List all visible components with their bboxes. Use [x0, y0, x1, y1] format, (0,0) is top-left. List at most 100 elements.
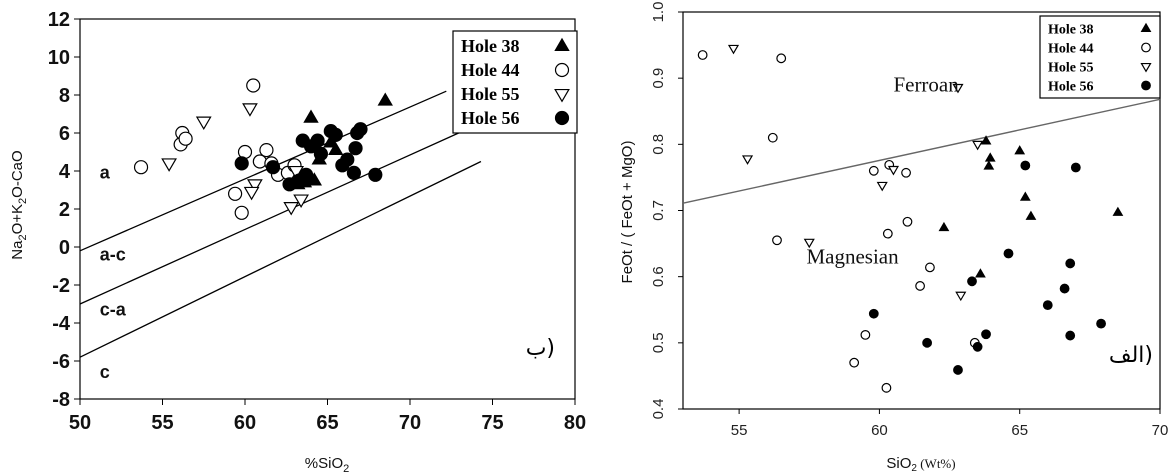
l-point-s0-6 — [328, 141, 344, 156]
l-point-s3-16 — [353, 122, 368, 137]
r-point-s1-1 — [767, 132, 778, 143]
l-field-label-3: c — [100, 362, 110, 382]
l-y-tick-label-8: 8 — [59, 85, 70, 107]
l-y-tick-label-4: 0 — [59, 237, 70, 259]
l-legend-label-2: Hole 55 — [461, 84, 520, 104]
right-data-points — [697, 44, 1124, 393]
l-legend-marker-1 — [554, 62, 570, 78]
r-point-s2-1 — [741, 155, 754, 165]
r-legend-label-3: Hole 56 — [1048, 80, 1094, 95]
r-x-tick-label-1: 60 — [871, 422, 888, 439]
l-x-tick-label-3: 65 — [316, 412, 338, 434]
r-point-s3-12 — [1070, 162, 1081, 173]
right-legend: Hole 38 Hole 44 Hole 55 Hole 56 — [1039, 15, 1161, 99]
l-legend-marker-0 — [554, 37, 570, 51]
r-legend-label-1: Hole 44 — [1048, 42, 1094, 57]
r-point-s1-12 — [915, 281, 925, 291]
l-point-s2-1 — [195, 116, 212, 131]
l-series-3 — [234, 122, 383, 192]
l-legend-marker-3 — [554, 110, 570, 126]
left-field-labels: a a-c c-a c — [100, 163, 127, 383]
l-field-label-1: a-c — [100, 244, 126, 264]
r-x-tick-label-3: 70 — [1152, 422, 1169, 439]
l-point-s3-13 — [346, 165, 361, 180]
l-x-tick-label-2: 60 — [234, 412, 256, 434]
l-point-s1-5 — [234, 205, 249, 220]
right-axis-ticks: 55 60 65 70 0.4 0.5 0.6 0.7 0.8 0.9 1.0 — [650, 2, 1168, 439]
r-series-0 — [938, 135, 1124, 278]
l-y-tick-label-5: 2 — [59, 199, 70, 221]
l-point-s1-7 — [246, 78, 261, 93]
r-point-s0-3 — [983, 160, 995, 170]
r-series-3 — [868, 160, 1106, 375]
r-legend-marker-1 — [1141, 42, 1151, 53]
r-point-s1-0 — [697, 50, 708, 60]
l-x-tick-label-5: 75 — [481, 412, 503, 434]
r-point-s0-1 — [975, 268, 986, 278]
r-y-tick-label-0: 0.4 — [650, 399, 667, 420]
r-point-s1-8 — [882, 228, 893, 239]
right-panel-label: الف) — [1109, 343, 1153, 368]
l-point-s2-2 — [242, 103, 258, 117]
left-boundary-lines — [79, 90, 482, 358]
r-point-s3-3 — [967, 276, 977, 287]
r-point-s2-0 — [727, 44, 740, 55]
l-y-tick-label-7: 6 — [59, 123, 70, 145]
r-boundary-line-0 — [682, 98, 1161, 204]
l-series-1 — [133, 78, 302, 220]
right-x-axis-label: SiO2 (Wt%) — [886, 455, 955, 474]
l-point-s3-0 — [234, 156, 249, 171]
r-legend-label-2: Hole 55 — [1048, 61, 1094, 76]
r-point-s1-13 — [925, 262, 935, 273]
l-x-tick-label-0: 50 — [69, 412, 91, 434]
l-y-tick-label-1: -6 — [52, 351, 70, 373]
l-point-s3-17 — [368, 167, 383, 182]
r-legend-marker-2 — [1140, 62, 1152, 73]
r-point-s2-7 — [972, 140, 984, 151]
left-x-axis-label: %SiO2 — [305, 455, 349, 474]
r-point-s0-8 — [1112, 206, 1124, 216]
l-legend-marker-2 — [554, 88, 570, 103]
r-point-s3-9 — [1059, 283, 1070, 294]
l-point-s1-4 — [228, 186, 243, 201]
right-chart: 55 60 65 70 0.4 0.5 0.6 0.7 0.8 0.9 1.0 Ferroan Mag… — [619, 2, 1168, 474]
r-point-s1-11 — [902, 216, 913, 227]
right-boundary-lines — [682, 98, 1161, 204]
left-ylabel-part-3: 2 — [17, 198, 29, 204]
r-y-tick-label-2: 0.6 — [650, 266, 667, 287]
l-point-s0-8 — [303, 109, 319, 123]
l-legend-label-3: Hole 56 — [461, 108, 520, 128]
r-point-s1-5 — [860, 329, 871, 340]
l-point-s2-6 — [293, 194, 309, 208]
r-point-s3-1 — [922, 337, 933, 348]
r-point-s2-4 — [887, 165, 900, 176]
right-xlabel-part-1: 2 — [911, 463, 917, 474]
l-boundary-line-1 — [79, 130, 464, 305]
r-point-s0-2 — [980, 135, 992, 145]
right-region-labels: Ferroan Magnesian — [806, 72, 959, 268]
r-legend-box — [1039, 15, 1161, 99]
l-legend-label-1: Hole 44 — [461, 60, 520, 80]
r-series-2 — [727, 44, 984, 302]
r-point-s3-5 — [981, 329, 991, 340]
l-y-tick-label-2: -4 — [52, 313, 71, 335]
l-point-s2-0 — [161, 158, 177, 172]
r-point-s1-4 — [849, 357, 860, 368]
l-point-s3-7 — [310, 133, 325, 148]
l-boundary-line-2 — [79, 160, 482, 358]
l-y-tick-label-3: -2 — [52, 275, 70, 297]
l-point-s2-3 — [247, 179, 263, 193]
r-legend-marker-3 — [1141, 80, 1151, 91]
r-point-s0-4 — [984, 152, 996, 162]
left-ylabel-part-2: O+K — [9, 204, 26, 234]
r-point-s1-10 — [901, 167, 911, 178]
r-x-tick-label-0: 55 — [731, 422, 748, 439]
l-field-label-2: c-a — [100, 299, 127, 319]
r-point-s3-6 — [1003, 248, 1014, 259]
l-boundary-line-0 — [79, 90, 447, 252]
r-point-s3-10 — [1065, 258, 1076, 269]
right-y-axis-label: FeOt / ( FeOt + MgO) — [619, 141, 636, 284]
l-x-tick-label-1: 55 — [151, 412, 173, 434]
r-y-tick-label-5: 0.9 — [650, 68, 667, 89]
l-point-s1-8 — [252, 154, 267, 169]
